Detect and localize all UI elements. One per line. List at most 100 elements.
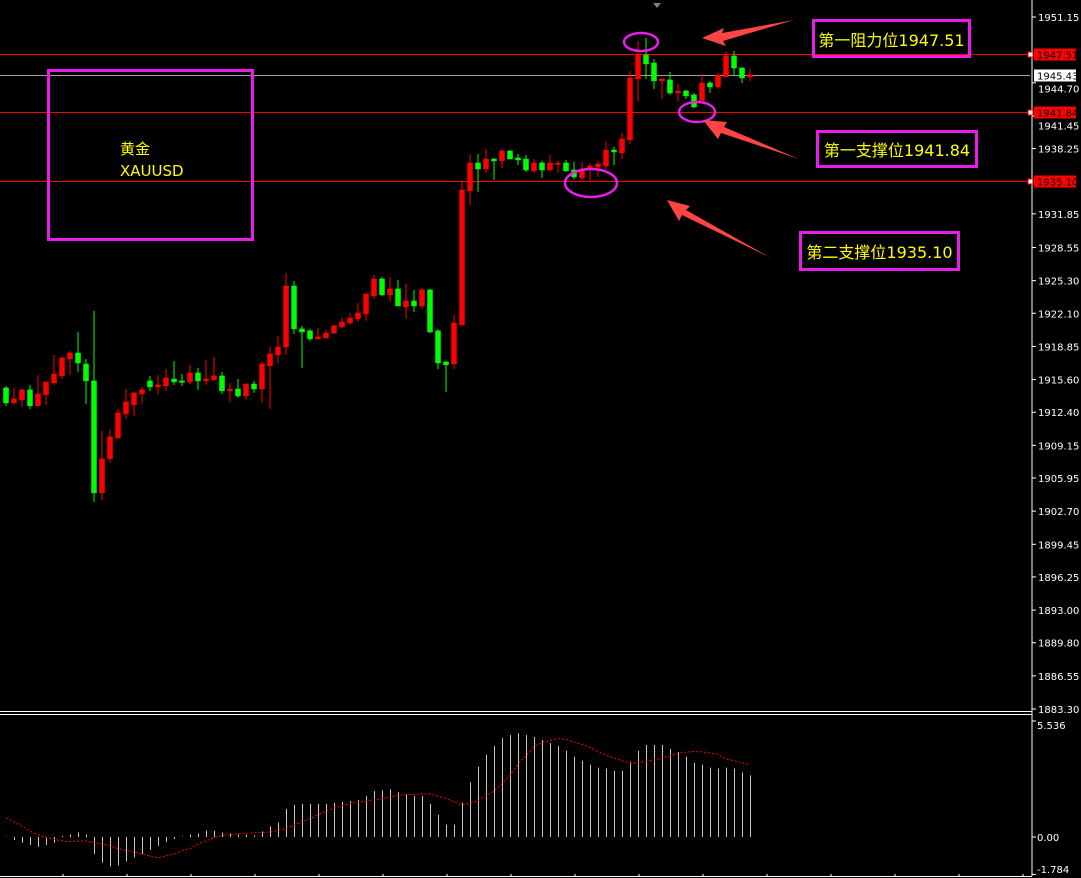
candle xyxy=(363,293,369,321)
candle xyxy=(739,66,745,83)
candle xyxy=(115,408,121,439)
price-tick-label: 1918.85 xyxy=(1038,342,1079,353)
support2-arrow-icon xyxy=(667,200,771,258)
candle-body xyxy=(515,157,521,161)
candle xyxy=(91,310,97,502)
candle-body xyxy=(83,363,89,382)
candle xyxy=(131,391,137,416)
candle-body xyxy=(619,138,625,154)
price-tick-label: 1883.30 xyxy=(1038,705,1079,716)
candle-body xyxy=(451,322,457,365)
candle xyxy=(667,71,673,95)
candle-body xyxy=(299,328,305,333)
candle xyxy=(171,360,177,385)
oscillator-series xyxy=(5,733,751,867)
signal-line xyxy=(5,738,751,859)
candle xyxy=(179,373,185,386)
support1-highlight-ellipse xyxy=(677,100,717,124)
price-tick-label: 1902.70 xyxy=(1038,507,1079,518)
candle-body xyxy=(219,375,225,392)
price-tick-label: 1931.85 xyxy=(1038,210,1079,221)
candle xyxy=(475,153,481,192)
price-tick-label: 1915.60 xyxy=(1038,376,1079,387)
level-anchor-icon xyxy=(1027,178,1034,185)
candle xyxy=(339,317,345,328)
candle-body xyxy=(155,384,161,388)
candle-body xyxy=(443,361,449,366)
symbol-name-cn: 黄金 xyxy=(120,140,151,158)
level-price-label: 1947.51 xyxy=(1037,51,1078,62)
candle xyxy=(483,148,489,173)
candle-body xyxy=(323,332,329,339)
candle-body xyxy=(595,163,601,168)
candle xyxy=(723,50,729,78)
price-tick-label: 1905.95 xyxy=(1038,474,1079,485)
candle xyxy=(67,350,73,375)
candle-body xyxy=(675,90,681,94)
bid-price-tag xyxy=(1034,69,1076,82)
candle-body xyxy=(179,380,185,383)
candle xyxy=(427,288,433,333)
candle xyxy=(187,364,193,384)
candle-body xyxy=(539,162,545,171)
resistance-highlight-ellipse xyxy=(622,31,660,53)
price-tick-label: 1925.30 xyxy=(1038,277,1079,288)
price-tick-label: 1899.45 xyxy=(1038,540,1079,551)
candle-body xyxy=(211,375,217,381)
candle xyxy=(291,280,297,334)
candle-body xyxy=(283,285,289,348)
candle xyxy=(555,160,561,173)
candle-body xyxy=(187,372,193,383)
candle xyxy=(11,387,17,405)
price-tick-label: 1912.40 xyxy=(1038,408,1079,419)
candle xyxy=(467,153,473,205)
candle xyxy=(627,70,633,144)
candle-body xyxy=(355,312,361,320)
scroll-marker-icon[interactable] xyxy=(653,3,661,8)
candle xyxy=(235,378,241,398)
candle-body xyxy=(723,55,729,78)
candle-body xyxy=(91,380,97,494)
candle xyxy=(315,327,321,340)
candle-body xyxy=(75,352,81,364)
level-price-label: 1935.10 xyxy=(1037,178,1078,189)
price-tick-label: 1951.15 xyxy=(1038,13,1079,24)
candle-body xyxy=(275,346,281,356)
level-price-tag xyxy=(1034,106,1076,119)
candle-body xyxy=(251,383,257,390)
candle xyxy=(547,154,553,171)
resistance-annotation: 第一阻力位1947.51 xyxy=(812,19,971,58)
candle xyxy=(515,153,521,165)
candle-body xyxy=(163,377,169,387)
oscillator-tick-label: 0.00 xyxy=(1037,833,1059,844)
candle-body xyxy=(307,330,313,340)
candle-body xyxy=(611,149,617,153)
candle xyxy=(211,356,217,381)
candle xyxy=(283,272,289,355)
candle xyxy=(683,89,689,99)
price-tick-label: 1909.15 xyxy=(1038,441,1079,452)
symbol-ticker: XAUUSD xyxy=(120,162,184,180)
price-tick-label: 1886.55 xyxy=(1038,672,1079,683)
candle-body xyxy=(419,289,425,307)
candle xyxy=(451,314,457,369)
candle xyxy=(379,276,385,296)
candle-body xyxy=(507,150,513,160)
candle xyxy=(219,371,225,394)
candle-body xyxy=(43,381,49,396)
candle-body xyxy=(35,393,41,407)
level-price-tag xyxy=(1034,48,1076,61)
candle xyxy=(731,50,737,75)
candle xyxy=(659,78,665,99)
candle-body xyxy=(435,330,441,364)
candle-body xyxy=(483,158,489,170)
candle xyxy=(107,429,113,463)
candle xyxy=(195,367,201,390)
candle-body xyxy=(123,401,129,415)
price-tick-label: 1941.45 xyxy=(1038,122,1079,133)
candle xyxy=(523,154,529,172)
candle xyxy=(163,368,169,391)
candle-body xyxy=(267,353,273,367)
candlestick-series xyxy=(3,37,753,502)
